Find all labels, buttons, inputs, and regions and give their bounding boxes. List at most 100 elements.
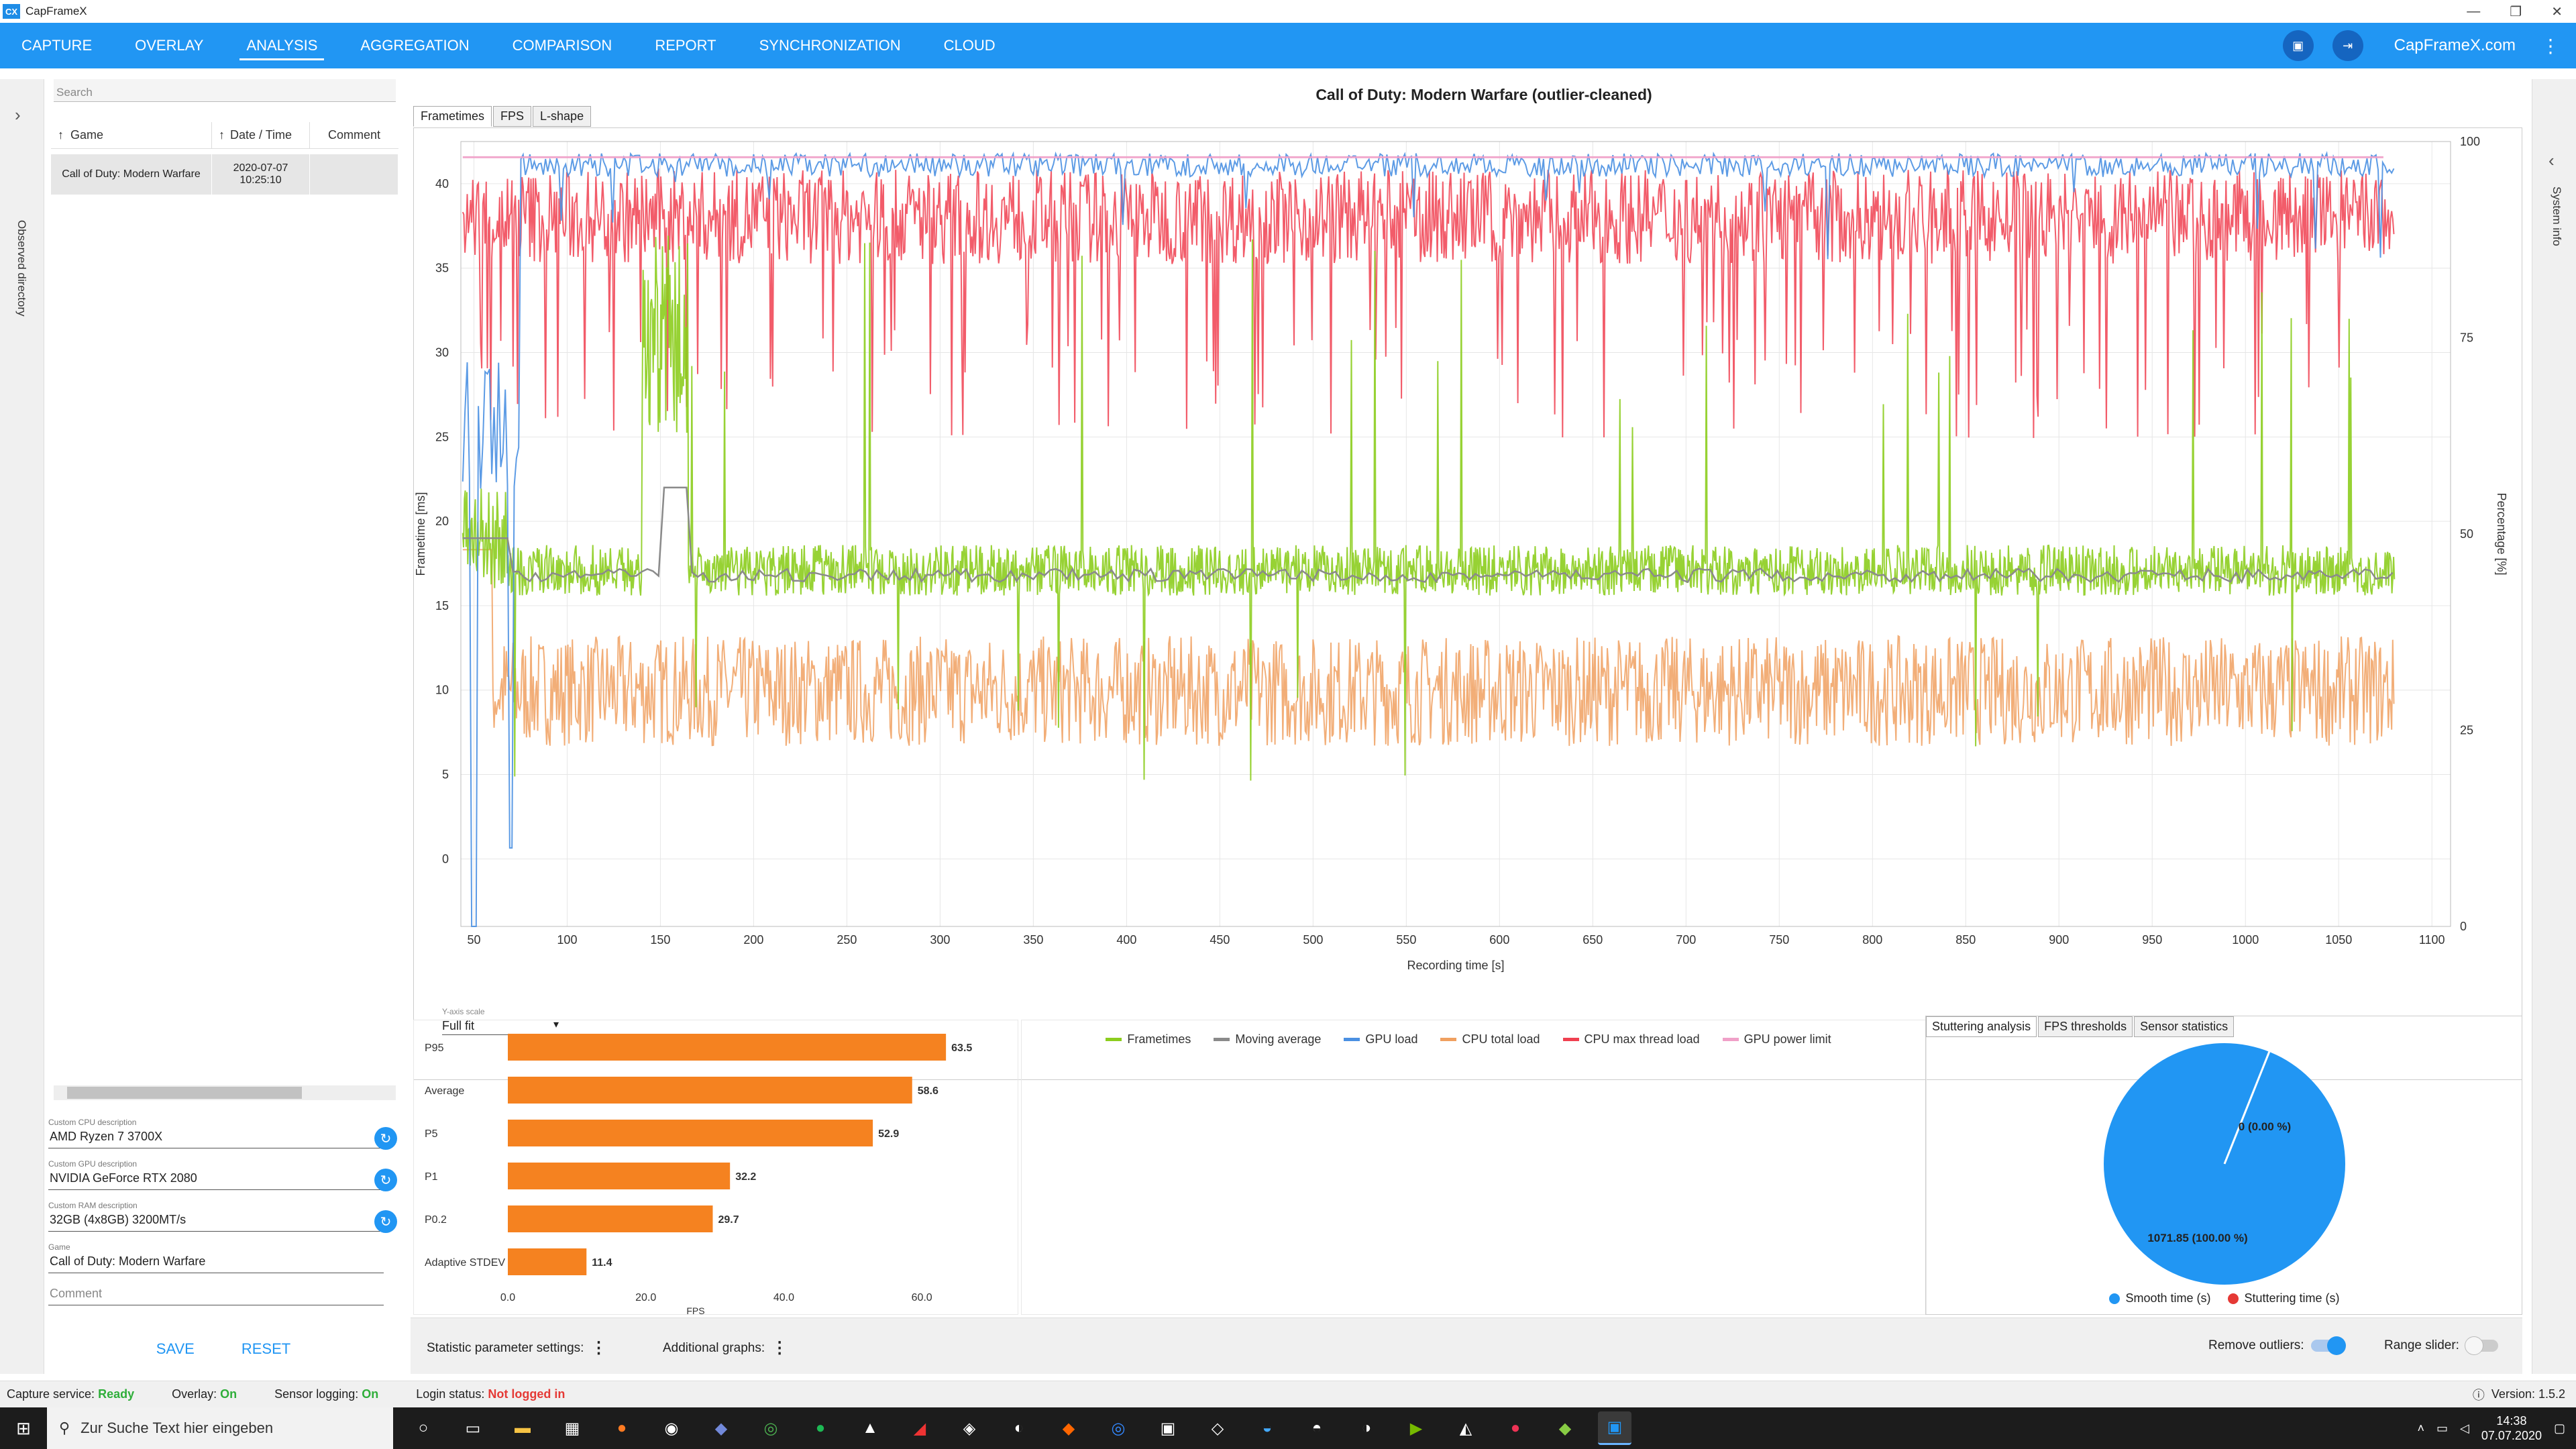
legend-gpu-power-limit[interactable]: GPU power limit xyxy=(1722,1032,1831,1046)
tab-sensor-statistics[interactable]: Sensor statistics xyxy=(2134,1016,2235,1037)
comment-field[interactable]: Comment xyxy=(48,1284,397,1305)
y2-axis-label: Percentage [%] xyxy=(2495,492,2508,575)
cortana-icon[interactable]: ○ xyxy=(418,1419,429,1437)
app-icon[interactable]: ◑ xyxy=(1361,1419,1372,1437)
x-tick-label: 900 xyxy=(2049,933,2069,947)
tab-synchronization[interactable]: SYNCHRONIZATION xyxy=(759,37,901,54)
kebab-icon[interactable]: ⋮ xyxy=(590,1339,607,1357)
windows-start-icon[interactable]: ⊞ xyxy=(16,1417,31,1438)
tab-report[interactable]: REPORT xyxy=(655,37,716,54)
legend-cpu-total-load[interactable]: CPU total load xyxy=(1440,1032,1540,1046)
clock[interactable]: 14:38 07.07.2020 xyxy=(2481,1414,2542,1442)
restore-icon[interactable]: ❐ xyxy=(2510,4,2522,19)
tab-aggregation[interactable]: AGGREGATION xyxy=(360,37,470,54)
refresh-ram-icon[interactable]: ↻ xyxy=(374,1210,397,1233)
discord-icon[interactable]: ◆ xyxy=(714,1419,728,1438)
app-icon[interactable]: ◒ xyxy=(1262,1419,1273,1437)
tab-cloud[interactable]: CLOUD xyxy=(943,37,996,54)
search-input[interactable]: Search xyxy=(54,79,396,102)
frametime-chart[interactable]: 50 100 150 200 250 300 350 400 450 500 550 600 650 70… xyxy=(414,128,2523,1000)
tab-fps[interactable]: FPS xyxy=(493,106,532,127)
version-info: ⓘ Version: 1.5.2 xyxy=(2473,1386,2565,1403)
chart-legend: Frametimes Moving average GPU load CPU t… xyxy=(414,1032,2523,1046)
remove-outliers-toggle[interactable]: Remove outliers: xyxy=(2208,1336,2346,1355)
column-header-game[interactable]: ↑ Game xyxy=(51,122,212,148)
capframex-taskbar-icon[interactable]: ▣ xyxy=(1598,1411,1631,1445)
nvidia-icon[interactable]: ▶ xyxy=(1409,1419,1423,1438)
app-icon[interactable]: ◇ xyxy=(1211,1419,1224,1438)
ram-description-field[interactable]: Custom RAM description 32GB (4x8GB) 3200… xyxy=(48,1201,397,1233)
reset-button[interactable]: RESET xyxy=(241,1340,291,1357)
app-icon[interactable]: ● xyxy=(1510,1419,1521,1437)
y2-tick-label: 50 xyxy=(2460,527,2473,541)
spotify-icon[interactable]: ● xyxy=(815,1419,826,1437)
website-link[interactable]: CapFrameX.com xyxy=(2394,36,2516,54)
taskbar-search[interactable]: ⚲ Zur Suche Text hier eingeben xyxy=(47,1407,393,1449)
observed-directory-strip[interactable]: › Observed directory xyxy=(0,79,44,1374)
info-icon[interactable]: ⓘ xyxy=(2472,1388,2485,1402)
chevron-right-icon[interactable]: › xyxy=(15,105,21,125)
tab-capture[interactable]: CAPTURE xyxy=(21,37,93,54)
app-icon[interactable]: ◆ xyxy=(1062,1419,1075,1438)
additional-graphs[interactable]: Additional graphs: ⋮ xyxy=(663,1339,788,1357)
tab-comparison[interactable]: COMPARISON xyxy=(512,37,612,54)
volume-icon[interactable]: ◁ xyxy=(2460,1421,2469,1435)
range-slider-toggle[interactable]: Range slider: xyxy=(2384,1336,2498,1355)
tab-overlay[interactable]: OVERLAY xyxy=(135,37,204,54)
column-header-comment[interactable]: Comment xyxy=(327,128,381,142)
series-moving-average xyxy=(462,486,2394,584)
app-icon[interactable]: ◢ xyxy=(913,1419,926,1438)
chevron-left-icon[interactable]: ‹ xyxy=(2548,150,2555,170)
tray-chevron-icon[interactable]: ˄ xyxy=(2417,1421,2425,1435)
app-icon[interactable]: ◉ xyxy=(664,1419,679,1438)
legend-frametimes[interactable]: Frametimes xyxy=(1106,1032,1191,1046)
kebab-icon[interactable]: ⋮ xyxy=(771,1339,788,1357)
gpu-description-field[interactable]: Custom GPU description NVIDIA GeForce RT… xyxy=(48,1159,397,1191)
tab-analysis[interactable]: ANALYSIS xyxy=(225,23,339,68)
steam-icon[interactable]: ◐ xyxy=(1014,1419,1024,1437)
legend-moving-average[interactable]: Moving average xyxy=(1214,1032,1321,1046)
app-icon[interactable]: ▲ xyxy=(862,1419,878,1437)
toggle-switch[interactable] xyxy=(2310,1336,2346,1355)
refresh-gpu-icon[interactable]: ↻ xyxy=(374,1169,397,1191)
tab-fps-thresholds[interactable]: FPS thresholds xyxy=(2038,1016,2133,1037)
task-view-icon[interactable]: ▭ xyxy=(465,1419,481,1438)
network-icon[interactable]: ▭ xyxy=(2436,1421,2449,1435)
tab-l-shape[interactable]: L-shape xyxy=(533,106,592,127)
statistic-parameter-settings[interactable]: Statistic parameter settings: ⋮ xyxy=(427,1339,607,1357)
table-row[interactable]: Call of Duty: Modern Warfare 2020-07-07 … xyxy=(51,154,398,195)
epic-games-icon[interactable]: ▣ xyxy=(1160,1419,1176,1438)
firefox-icon[interactable]: ● xyxy=(616,1419,627,1437)
horizontal-scrollbar[interactable] xyxy=(54,1085,396,1100)
bar-category-label: Adaptive STDEV xyxy=(425,1257,505,1269)
store-icon[interactable]: ▦ xyxy=(564,1419,580,1438)
refresh-cpu-icon[interactable]: ↻ xyxy=(374,1127,397,1150)
toggle-switch[interactable] xyxy=(2464,1336,2498,1355)
login-icon[interactable]: ⇥ xyxy=(2332,30,2363,61)
more-menu-icon[interactable]: ⋮ xyxy=(2541,35,2560,56)
scrollbar-thumb[interactable] xyxy=(67,1087,302,1099)
save-button[interactable]: SAVE xyxy=(156,1340,195,1357)
game-field[interactable]: Game Call of Duty: Modern Warfare xyxy=(48,1242,397,1273)
system-info-strip[interactable]: ‹ System info xyxy=(2532,79,2576,1374)
minimize-icon[interactable]: — xyxy=(2467,3,2481,19)
legend-gpu-load[interactable]: GPU load xyxy=(1344,1032,1417,1046)
app-icon[interactable]: ◆ xyxy=(1558,1419,1572,1438)
app-icon[interactable]: ◎ xyxy=(1111,1419,1126,1438)
app-icon[interactable]: ◭ xyxy=(1459,1419,1472,1438)
legend-cpu-max-thread-load[interactable]: CPU max thread load xyxy=(1562,1032,1700,1046)
cpu-description-field[interactable]: Custom CPU description AMD Ryzen 7 3700X… xyxy=(48,1118,397,1150)
file-explorer-icon[interactable]: ▬ xyxy=(515,1419,531,1437)
y-axis-scale-select[interactable]: Y-axis scale Full fit xyxy=(442,1007,563,1035)
notifications-icon[interactable]: ▢ xyxy=(2553,1421,2565,1435)
close-icon[interactable]: ✕ xyxy=(2551,4,2563,19)
column-header-date[interactable]: ↑ Date / Time xyxy=(212,122,310,148)
chrome-icon[interactable]: ◎ xyxy=(763,1419,778,1438)
tab-stuttering-analysis[interactable]: Stuttering analysis xyxy=(1926,1016,2037,1037)
app-icon[interactable]: ◈ xyxy=(963,1419,976,1438)
screenshot-icon[interactable]: ▣ xyxy=(2282,30,2314,61)
tab-frametimes[interactable]: Frametimes xyxy=(413,106,492,127)
app-icon[interactable]: ◓ xyxy=(1311,1419,1322,1437)
plot-area xyxy=(460,141,2451,927)
x-tick-label: 1100 xyxy=(2419,933,2445,947)
